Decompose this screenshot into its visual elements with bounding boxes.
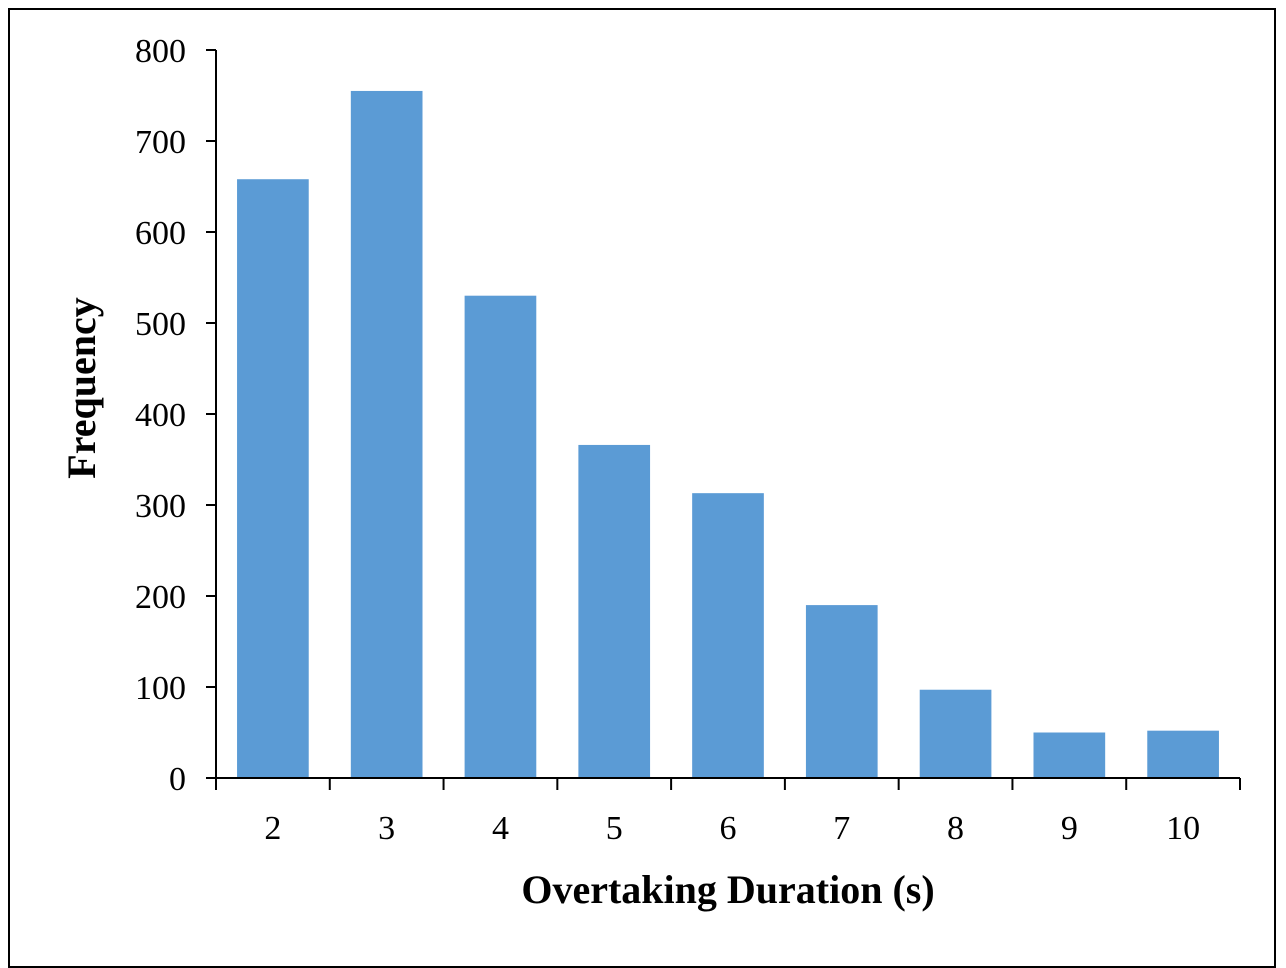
bar-9 xyxy=(1033,732,1106,778)
y-tick-label: 100 xyxy=(135,670,186,707)
x-tick-label: 8 xyxy=(947,810,964,847)
bar-2 xyxy=(237,179,309,779)
y-tick-label: 700 xyxy=(135,124,186,161)
x-tick-label: 4 xyxy=(492,810,509,847)
y-tick-label: 400 xyxy=(135,397,186,434)
y-tick-label: 300 xyxy=(135,488,186,525)
bar-6 xyxy=(692,493,764,778)
y-axis-title: Frequency xyxy=(59,297,104,478)
x-axis-title: Overtaking Duration (s) xyxy=(521,867,934,912)
y-axis: 0 100 200 300 400 500 600 700 800 xyxy=(135,33,217,798)
bar-5 xyxy=(578,444,651,778)
bars-group xyxy=(237,90,1219,779)
y-tick-label: 600 xyxy=(135,215,186,252)
y-tick-label: 0 xyxy=(169,761,186,798)
x-tick-label: 7 xyxy=(833,810,850,847)
bar-7 xyxy=(805,605,878,778)
y-tick-label: 500 xyxy=(135,306,186,343)
x-tick-label: 6 xyxy=(720,810,737,847)
x-tick-label: 5 xyxy=(606,810,623,847)
x-tick-label: 9 xyxy=(1061,810,1078,847)
y-tick-label: 800 xyxy=(135,33,186,70)
x-axis: 2 3 4 5 6 7 8 9 10 xyxy=(215,777,1241,847)
x-tick-label: 3 xyxy=(378,810,395,847)
bar-4 xyxy=(464,295,537,778)
x-tick-label: 2 xyxy=(264,810,281,847)
x-tick-label: 10 xyxy=(1166,810,1200,847)
bar-10 xyxy=(1147,730,1219,778)
bar-3 xyxy=(350,90,423,778)
bar-8 xyxy=(919,689,992,778)
y-tick-label: 200 xyxy=(135,579,186,616)
